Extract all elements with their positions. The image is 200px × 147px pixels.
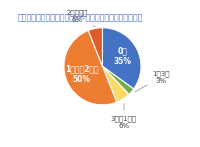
Wedge shape xyxy=(102,66,134,94)
Text: 2週間以上
6%: 2週間以上 6% xyxy=(67,9,95,26)
Wedge shape xyxy=(102,66,129,102)
Wedge shape xyxy=(88,28,102,66)
Wedge shape xyxy=(64,30,117,105)
Text: 3日～1週間
6%: 3日～1週間 6% xyxy=(111,103,137,129)
Text: 0日
35%: 0日 35% xyxy=(113,46,131,66)
Wedge shape xyxy=(102,28,141,89)
Text: アメリカ入国後の隔離期間（※）について教えてください: アメリカ入国後の隔離期間（※）について教えてください xyxy=(18,13,143,22)
Text: 1週間～2週間
50%: 1週間～2週間 50% xyxy=(65,65,98,84)
Text: 1～3日
3%: 1～3日 3% xyxy=(135,70,170,92)
